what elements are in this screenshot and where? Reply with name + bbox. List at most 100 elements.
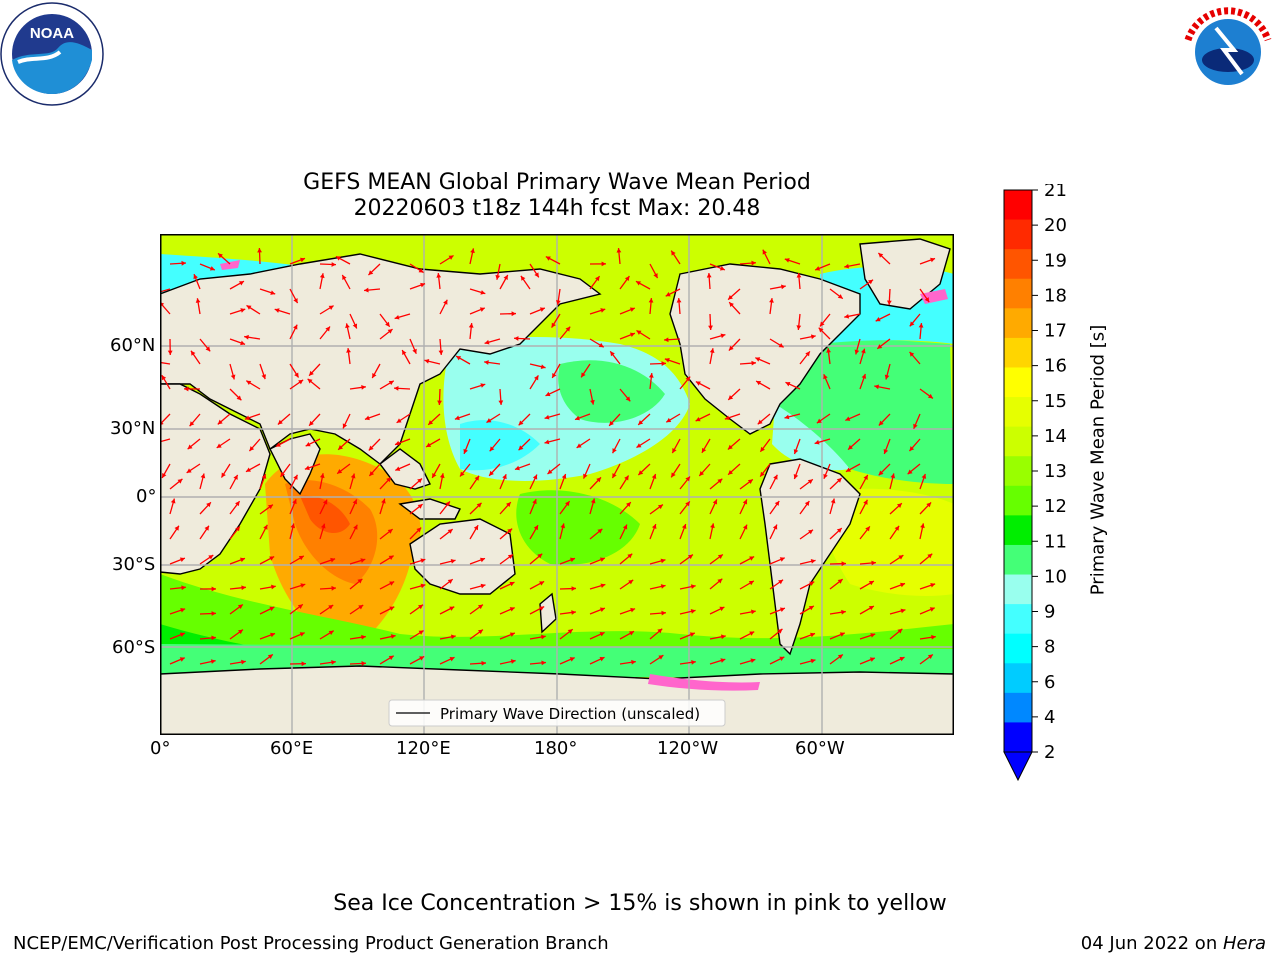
wave-vector-head bbox=[779, 607, 785, 612]
wave-vector-head bbox=[837, 654, 843, 660]
wave-vector-head bbox=[810, 334, 816, 340]
wave-vector-head bbox=[877, 344, 883, 349]
lat-tick-3: 30°S bbox=[112, 554, 156, 575]
wave-vector-head bbox=[545, 391, 551, 397]
period-field-south-pacific bbox=[516, 490, 640, 565]
colorbar-tick-label: 13 bbox=[1044, 461, 1067, 482]
wave-vector-head bbox=[481, 660, 486, 666]
wave-vector-head bbox=[660, 558, 666, 564]
wave-vector-head bbox=[445, 501, 450, 507]
wave-vector-head bbox=[352, 323, 358, 329]
wave-vector-head bbox=[474, 475, 480, 481]
wave-vector-head bbox=[778, 579, 784, 585]
wave-vector-head bbox=[636, 443, 642, 448]
wave-vector-head bbox=[629, 307, 635, 312]
wave-vector-head bbox=[539, 606, 545, 611]
landmass-australia bbox=[409, 518, 516, 595]
wave-vector-head bbox=[863, 474, 868, 480]
wave-vector-head bbox=[894, 525, 900, 531]
lon-tick-3: 180° bbox=[534, 738, 578, 759]
wave-vector-head bbox=[510, 659, 516, 664]
wave-vector-head bbox=[671, 250, 676, 256]
wave-vector-head bbox=[246, 305, 252, 310]
wave-vector-head bbox=[540, 364, 546, 370]
colorbar-tick-label: 15 bbox=[1044, 391, 1067, 412]
wave-vector-head bbox=[162, 472, 167, 478]
wave-vector-head bbox=[205, 346, 211, 352]
wave-vector-head bbox=[424, 358, 430, 364]
wave-vector-head bbox=[346, 348, 351, 353]
wave-vector-head bbox=[412, 348, 417, 354]
wave-vector-head bbox=[710, 523, 715, 529]
footer-on: on bbox=[1189, 933, 1223, 954]
wave-vector-head bbox=[712, 499, 718, 505]
wave-vector-head bbox=[246, 380, 252, 386]
wave-vector-head bbox=[368, 270, 374, 276]
wave-vector-head bbox=[648, 373, 654, 378]
wave-vector-head bbox=[328, 604, 334, 610]
colorbar-swatch bbox=[1004, 278, 1032, 309]
wave-vector-head bbox=[657, 628, 663, 634]
wave-vector-head bbox=[170, 498, 176, 504]
wave-vector-head bbox=[612, 473, 617, 479]
wave-vector-head bbox=[293, 324, 298, 330]
wave-vector-head bbox=[598, 342, 604, 348]
wave-vector-head bbox=[690, 609, 696, 614]
wave-vector-head bbox=[724, 415, 730, 420]
wave-vector-head bbox=[293, 298, 298, 304]
period-field-indian-max bbox=[300, 495, 350, 534]
wave-vector-head bbox=[320, 523, 326, 529]
wave-vector-head bbox=[727, 444, 733, 450]
wave-vector-head bbox=[179, 657, 185, 662]
lat-tick-2: 0° bbox=[136, 486, 157, 507]
wave-vector-head bbox=[304, 465, 310, 471]
wave-vector-head bbox=[626, 502, 631, 508]
wave-vector-head bbox=[217, 419, 223, 425]
wave-vector-head bbox=[565, 501, 570, 507]
wave-vector-head bbox=[245, 467, 251, 472]
wave-vector-head bbox=[520, 275, 526, 281]
wave-vector-head bbox=[438, 350, 444, 355]
wave-vector-head bbox=[418, 268, 424, 273]
wave-vector-head bbox=[394, 314, 400, 320]
wave-vector-head bbox=[236, 395, 242, 401]
nws-logo-icon bbox=[1180, 4, 1276, 100]
wave-vector-head bbox=[387, 329, 393, 334]
wave-vector-head bbox=[555, 300, 561, 305]
wave-vector-head bbox=[241, 659, 246, 665]
wave-vector-head bbox=[507, 528, 513, 534]
wave-vector-head bbox=[685, 476, 690, 482]
wave-vector-head bbox=[868, 279, 874, 285]
colorbar: 21 20 19 18 17 16 15 14 13 12 11 10 9 8 6 4 2 bbox=[996, 180, 1076, 794]
wave-vector-head bbox=[357, 578, 363, 584]
wave-vector-head bbox=[389, 606, 395, 611]
wave-vector-head bbox=[361, 634, 366, 640]
wave-vector-head bbox=[755, 357, 761, 362]
wave-vector-head bbox=[267, 654, 273, 659]
wave-vector-head bbox=[830, 498, 836, 504]
wave-vector-head bbox=[257, 248, 262, 253]
wave-vector-shaft bbox=[160, 361, 171, 365]
wave-vector-head bbox=[361, 661, 366, 666]
wave-vector-head bbox=[342, 274, 347, 280]
wave-vector-head bbox=[609, 420, 614, 426]
wave-vector-head bbox=[560, 523, 566, 529]
wave-vector-head bbox=[402, 350, 407, 356]
wave-vector-head bbox=[489, 470, 494, 476]
wave-vector-head bbox=[241, 585, 246, 591]
wave-vector-head bbox=[541, 660, 546, 666]
wave-vector-head bbox=[426, 442, 432, 447]
wave-vector-head bbox=[874, 384, 880, 390]
lon-tick-5: 60°W bbox=[795, 738, 845, 759]
landmass-india bbox=[269, 433, 321, 496]
wave-vector-head bbox=[358, 605, 364, 610]
wave-vector-head bbox=[926, 502, 932, 508]
wave-vector-head bbox=[300, 257, 305, 263]
wave-vector-head bbox=[420, 282, 426, 288]
wave-vector-head bbox=[364, 415, 370, 421]
wave-vector-head bbox=[778, 343, 784, 348]
wave-vector-head bbox=[719, 606, 725, 612]
wave-vector-head bbox=[237, 604, 243, 610]
wave-vector-head bbox=[534, 375, 539, 381]
wave-vector-head bbox=[886, 300, 892, 305]
